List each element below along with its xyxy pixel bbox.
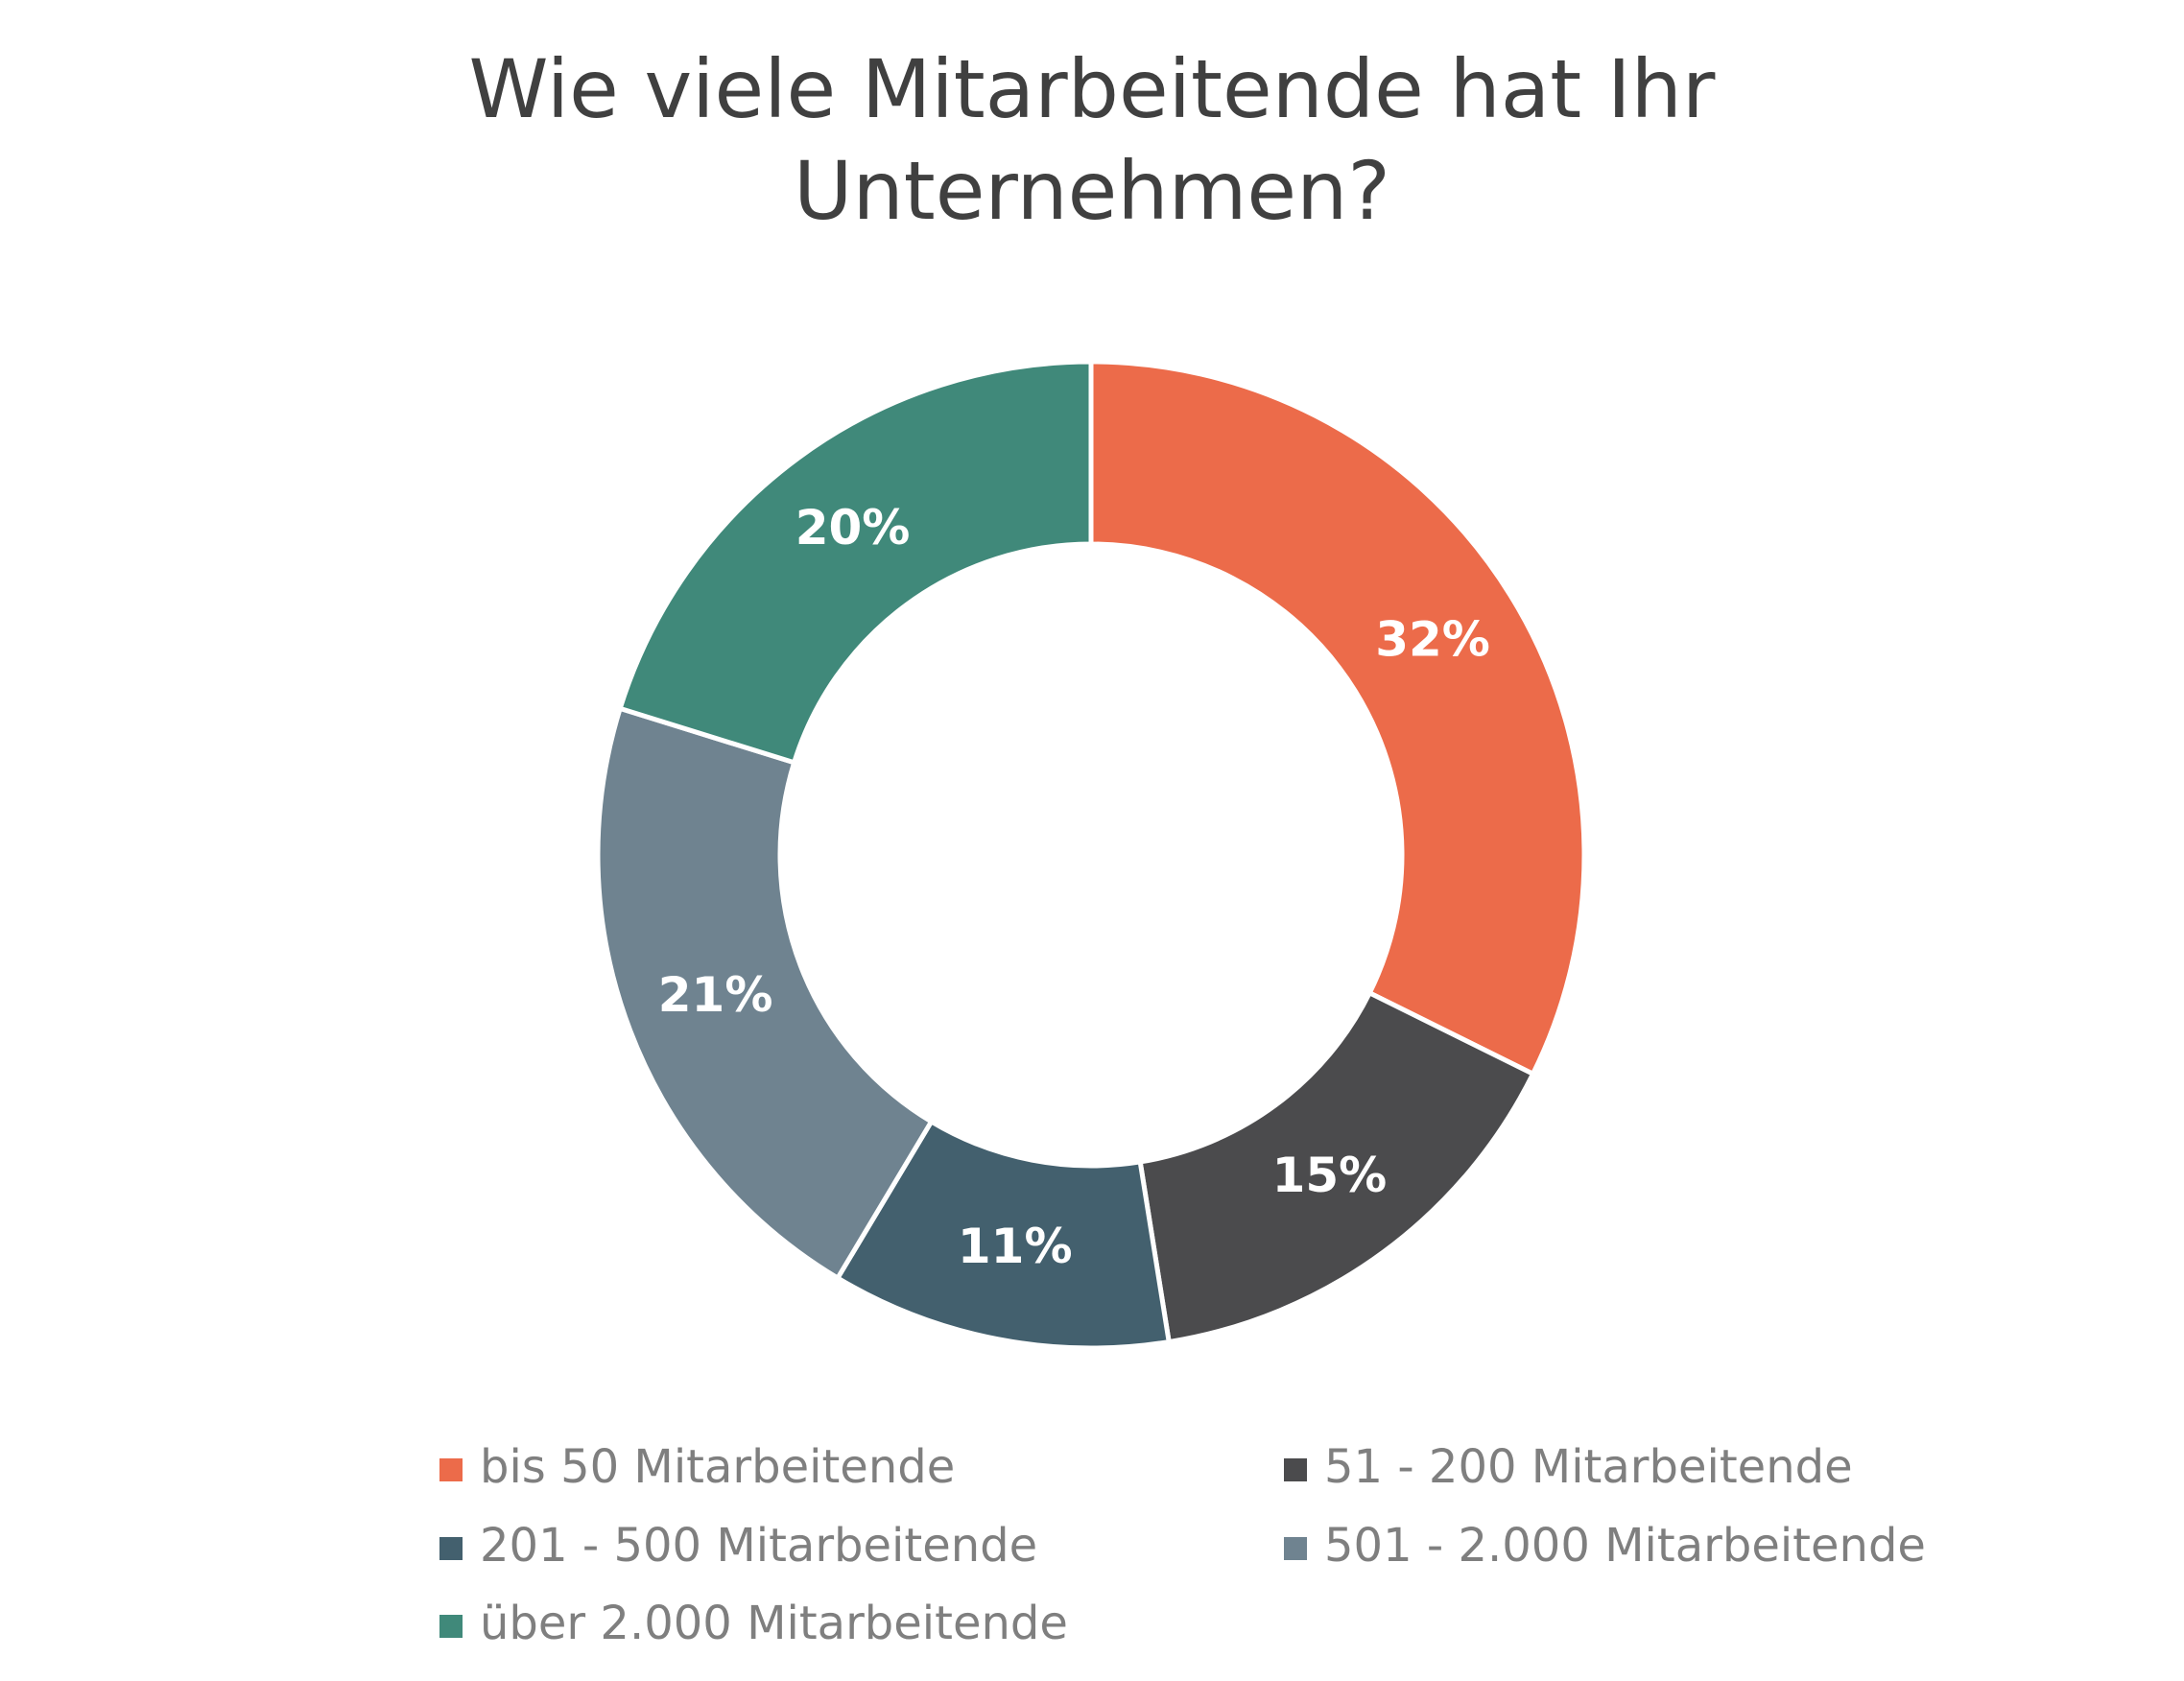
data-label: 21% (658, 967, 773, 1023)
data-label: 20% (795, 500, 911, 556)
donut-segment (1088, 359, 1587, 1077)
data-label: 15% (1272, 1148, 1388, 1203)
legend-swatch (439, 1458, 463, 1481)
donut-segment (595, 705, 935, 1282)
legend-swatch (439, 1615, 463, 1638)
data-label: 32% (1375, 612, 1490, 668)
donut-segment (1137, 989, 1536, 1345)
data-label: 11% (958, 1219, 1073, 1274)
legend-label: bis 50 Mitarbeitende (480, 1440, 955, 1494)
legend-label: 51 - 200 Mitarbeitende (1324, 1440, 1853, 1494)
legend-label: über 2.000 Mitarbeitende (480, 1597, 1068, 1650)
legend-label: 501 - 2.000 Mitarbeitende (1324, 1519, 1926, 1573)
legend-swatch (1284, 1458, 1307, 1481)
legend-label: 201 - 500 Mitarbeitende (480, 1519, 1037, 1573)
donut-segment (617, 359, 1094, 766)
legend-swatch (439, 1537, 463, 1560)
legend-swatch (1284, 1537, 1307, 1560)
chart-title: Wie viele Mitarbeitende hat Ihr Unterneh… (468, 42, 1716, 238)
